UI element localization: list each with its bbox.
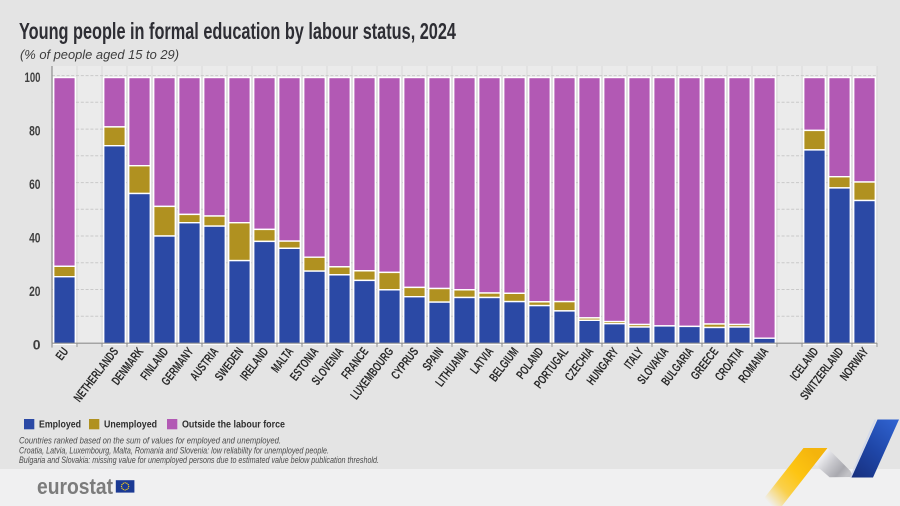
svg-text:40: 40: [29, 230, 41, 246]
svg-text:60: 60: [29, 176, 41, 192]
svg-text:Young people in formal educati: Young people in formal education by labo…: [19, 18, 456, 44]
svg-text:(% of people aged 15 to 29): (% of people aged 15 to 29): [20, 48, 179, 62]
svg-text:Bulgaria and Slovakia: missing: Bulgaria and Slovakia: missing value for…: [19, 455, 379, 465]
svg-text:Unemployed: Unemployed: [104, 419, 157, 431]
svg-text:20: 20: [29, 283, 41, 299]
svg-text:Croatia, Latvia, Luxembourg, M: Croatia, Latvia, Luxembourg, Malta, Roma…: [19, 445, 329, 455]
svg-text:80: 80: [29, 123, 41, 139]
svg-text:100: 100: [25, 69, 41, 85]
svg-text:Outside the labour force: Outside the labour force: [182, 419, 285, 431]
svg-text:0: 0: [33, 337, 41, 353]
svg-text:Employed: Employed: [39, 419, 81, 431]
svg-text:eurostat: eurostat: [37, 474, 114, 499]
svg-text:Countries ranked based on the: Countries ranked based on the sum of val…: [19, 436, 281, 446]
